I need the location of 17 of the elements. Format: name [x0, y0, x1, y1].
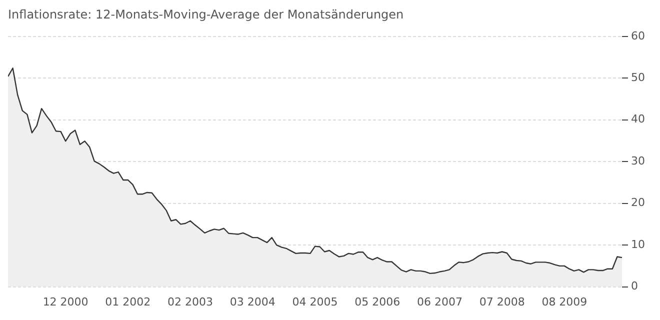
x-tick-label: 08 2009: [542, 295, 588, 308]
chart-title: Inflationsrate: 12-Monats-Moving-Average der Monatsänderungen: [8, 7, 404, 22]
y-tick-label: 40: [631, 112, 646, 126]
x-tick-label: 01 2002: [105, 295, 151, 308]
x-tick-label: 06 2007: [416, 295, 462, 308]
x-tick-label: 02 2003: [168, 295, 214, 308]
y-tick-label: 60: [631, 29, 646, 42]
x-tick-label: 12 2000: [42, 295, 88, 308]
y-tick-label: 50: [631, 70, 646, 84]
x-tick-label: 03 2004: [230, 295, 276, 308]
x-tick-label: 04 2005: [292, 295, 338, 308]
y-tick-label: 30: [631, 154, 646, 168]
x-tick-label: 07 2008: [479, 295, 525, 308]
y-tick-label: 20: [631, 196, 646, 210]
y-tick-label: 0: [631, 280, 638, 293]
x-tick-label: 05 2006: [354, 295, 400, 308]
y-tick-label: 10: [631, 238, 646, 251]
